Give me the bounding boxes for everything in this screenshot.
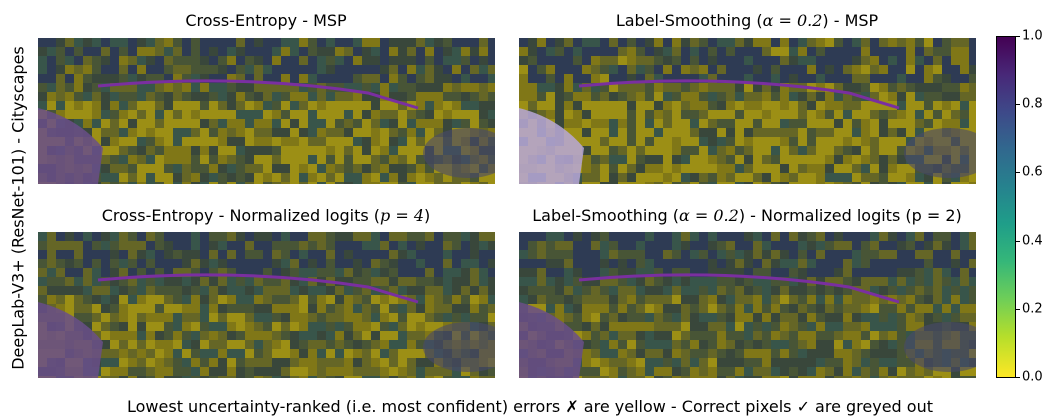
panel-title-ce-normlogits: Cross-Entropy - Normalized logits (p = 4… — [101, 206, 431, 225]
figure-caption: Lowest uncertainty-ranked (i.e. most con… — [127, 397, 933, 416]
heatmap-ce-normlogits — [38, 232, 495, 378]
heatmap-texture — [519, 38, 976, 184]
heatmap-texture — [519, 232, 976, 378]
colorbar-tick — [1016, 172, 1020, 174]
colorbar-tick-label: 0.4 — [1022, 233, 1043, 249]
figure-ylabel: DeepLab-V3+ (ResNet-101) - Cityscapes — [8, 46, 28, 370]
colorbar-tick — [1016, 36, 1020, 37]
colorbar-tick-label: 0.2 — [1022, 301, 1043, 317]
heatmap-ls-normlogits — [519, 232, 976, 378]
panel-title-ls-normlogits: Label-Smoothing (α = 0.2) - Normalized l… — [532, 206, 962, 225]
panel-title-ls-msp: Label-Smoothing (α = 0.2) - MSP — [615, 11, 879, 30]
colorbar-tick-label: 1.0 — [1022, 28, 1043, 44]
colorbar-tick-label: 0.6 — [1022, 164, 1043, 180]
heatmap-texture — [38, 38, 495, 184]
colorbar-tick-label: 0.8 — [1022, 96, 1043, 112]
heatmap-ce-msp — [38, 38, 495, 184]
colorbar-tick-label: 0.0 — [1022, 369, 1043, 385]
colorbar-tick — [1016, 308, 1020, 310]
colorbar-tick — [1016, 377, 1020, 378]
colorbar-tick — [1016, 104, 1020, 106]
heatmap-texture — [38, 232, 495, 378]
panel-title-ce-msp: Cross-Entropy - MSP — [185, 11, 347, 30]
colorbar-tick — [1016, 240, 1020, 242]
heatmap-ls-msp — [519, 38, 976, 184]
colorbar — [996, 36, 1016, 378]
